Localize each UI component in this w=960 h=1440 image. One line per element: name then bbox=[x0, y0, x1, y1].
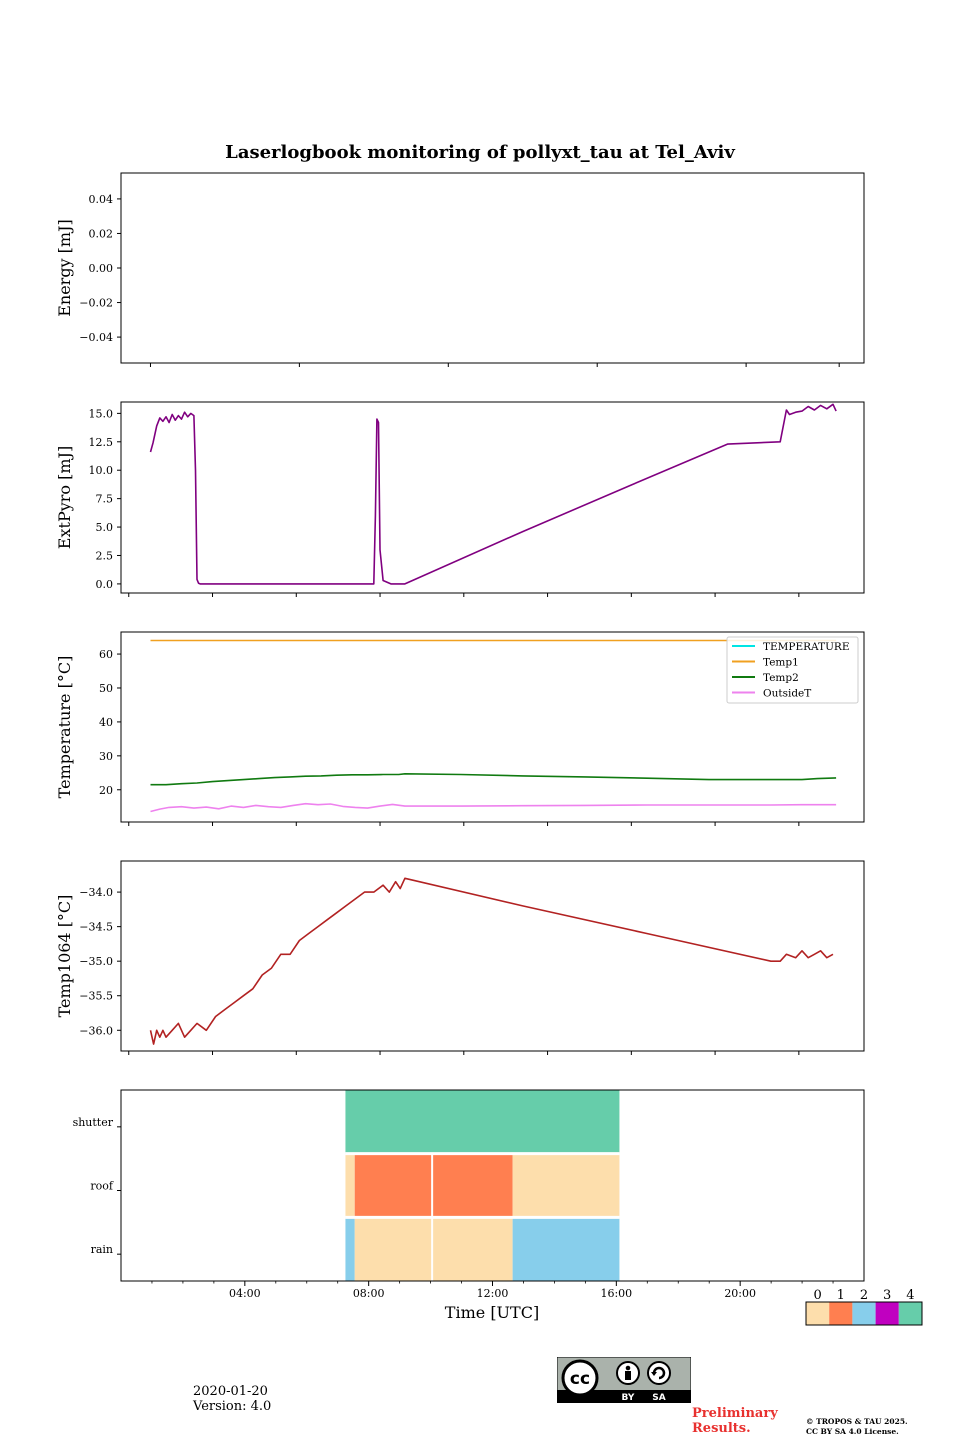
y-tick-label: 7.5 bbox=[96, 493, 114, 506]
badge-by-label: BY bbox=[622, 1393, 635, 1403]
y-tick-label: −35.0 bbox=[79, 955, 113, 968]
legend-label: Temp2 bbox=[763, 672, 799, 684]
y-tick-label: 50 bbox=[99, 682, 113, 695]
temperature-legend: TEMPERATURE Temp1 Temp2 OutsideT bbox=[726, 636, 859, 704]
y-axis-label: Energy [mJ] bbox=[55, 219, 74, 317]
y-tick-label: 10.0 bbox=[89, 464, 114, 477]
colorbar-cell bbox=[806, 1302, 830, 1325]
colorbar-label: 3 bbox=[883, 1288, 891, 1303]
preliminary-line-2: Results. bbox=[692, 1421, 751, 1436]
y-tick-label: 30 bbox=[99, 750, 113, 763]
status-row-label: roof bbox=[90, 1180, 114, 1193]
legend-label: OutsideT bbox=[763, 688, 811, 700]
y-tick-label: 20 bbox=[99, 784, 113, 797]
footer-info: 2020-01-20 Version: 4.0 bbox=[193, 1384, 271, 1414]
copyright-line-1: © TROPOS & TAU 2025. bbox=[806, 1417, 908, 1426]
copyright-note: © TROPOS & TAU 2025. CC BY SA 4.0 Licens… bbox=[806, 1417, 908, 1437]
y-tick-label: 0.04 bbox=[89, 193, 114, 206]
y-tick-label: 40 bbox=[99, 716, 113, 729]
y-tick-label: 60 bbox=[99, 648, 113, 661]
status-cell bbox=[354, 1217, 513, 1281]
y-tick-label: 12.5 bbox=[89, 436, 114, 449]
date-label: 2020-01-20 bbox=[193, 1384, 268, 1399]
y-tick-label: −34.5 bbox=[79, 921, 113, 934]
status-cell bbox=[345, 1153, 355, 1218]
extpyro-panel-frame bbox=[120, 401, 865, 594]
share-alike-icon bbox=[647, 1361, 671, 1385]
colorbar-label: 2 bbox=[860, 1288, 868, 1303]
energy-panel-frame bbox=[120, 172, 865, 364]
colorbar-frame bbox=[805, 1301, 923, 1326]
colorbar-cell bbox=[829, 1302, 853, 1325]
y-tick-label: −35.5 bbox=[79, 990, 113, 1003]
copyright-line-2: CC BY SA 4.0 License. bbox=[806, 1427, 899, 1436]
status-row-label: rain bbox=[91, 1243, 113, 1256]
temperature-panel-frame bbox=[120, 631, 865, 823]
x-tick-label: 04:00 bbox=[229, 1287, 261, 1300]
y-tick-label: 2.5 bbox=[96, 549, 114, 562]
version-label: Version: 4.0 bbox=[193, 1399, 272, 1414]
x-tick-label: 20:00 bbox=[724, 1287, 756, 1300]
temp1064-panel-frame bbox=[120, 860, 865, 1052]
y-tick-label: −34.0 bbox=[79, 886, 113, 899]
colorbar-cell bbox=[898, 1302, 922, 1325]
colorbar-label: 4 bbox=[906, 1288, 914, 1303]
x-tick-label: 16:00 bbox=[600, 1287, 632, 1300]
status-cell bbox=[512, 1153, 620, 1218]
y-tick-label: −36.0 bbox=[79, 1024, 113, 1037]
cc-license-badge[interactable]: cc BY SA bbox=[557, 1357, 691, 1403]
colorbar-label: 1 bbox=[837, 1288, 845, 1303]
status-cell bbox=[345, 1217, 355, 1281]
series-line bbox=[149, 403, 837, 585]
y-tick-label: −0.02 bbox=[79, 297, 113, 310]
preliminary-line-1: Preliminary bbox=[692, 1406, 778, 1421]
legend-box bbox=[726, 636, 859, 704]
status-cell bbox=[512, 1217, 620, 1281]
x-tick-label: 12:00 bbox=[477, 1287, 509, 1300]
status-cell bbox=[354, 1153, 513, 1218]
y-axis-label: Temperature [°C] bbox=[55, 656, 74, 799]
y-tick-label: 5.0 bbox=[96, 521, 114, 534]
figure-title: Laserlogbook monitoring of pollyxt_tau a… bbox=[225, 142, 735, 163]
colorbar-label: 0 bbox=[813, 1288, 821, 1303]
chart-panels: −0.04 −0.02 0.00 0.02 0.04 Energy [mJ] 0.0 2.5 5… bbox=[55, 172, 923, 1326]
x-axis-label: Time [UTC] bbox=[445, 1303, 539, 1322]
x-tick-label: 08:00 bbox=[353, 1287, 385, 1300]
y-tick-label: −0.04 bbox=[79, 331, 113, 344]
badge-sa-label: SA bbox=[652, 1393, 665, 1403]
colorbar-cell bbox=[852, 1302, 876, 1325]
y-tick-label: 0.0 bbox=[96, 578, 114, 591]
preliminary-note: Preliminary Results. bbox=[692, 1406, 778, 1436]
legend-label: TEMPERATURE bbox=[763, 641, 850, 653]
status-row-label: shutter bbox=[73, 1116, 114, 1129]
svg-text:cc: cc bbox=[570, 1369, 590, 1389]
series-line bbox=[150, 802, 837, 813]
y-axis-label: Temp1064 [°C] bbox=[55, 895, 74, 1018]
y-tick-label: 0.00 bbox=[89, 262, 114, 275]
legend-label: Temp1 bbox=[763, 657, 799, 669]
status-cell bbox=[345, 1090, 620, 1154]
series-line bbox=[150, 772, 837, 786]
y-axis-label: ExtPyro [mJ] bbox=[55, 446, 74, 549]
y-tick-label: 15.0 bbox=[89, 407, 114, 420]
y-tick-label: 0.02 bbox=[89, 227, 114, 240]
series-line bbox=[149, 877, 834, 1045]
cc-icon bbox=[561, 1359, 599, 1397]
colorbar-cell bbox=[875, 1302, 899, 1325]
